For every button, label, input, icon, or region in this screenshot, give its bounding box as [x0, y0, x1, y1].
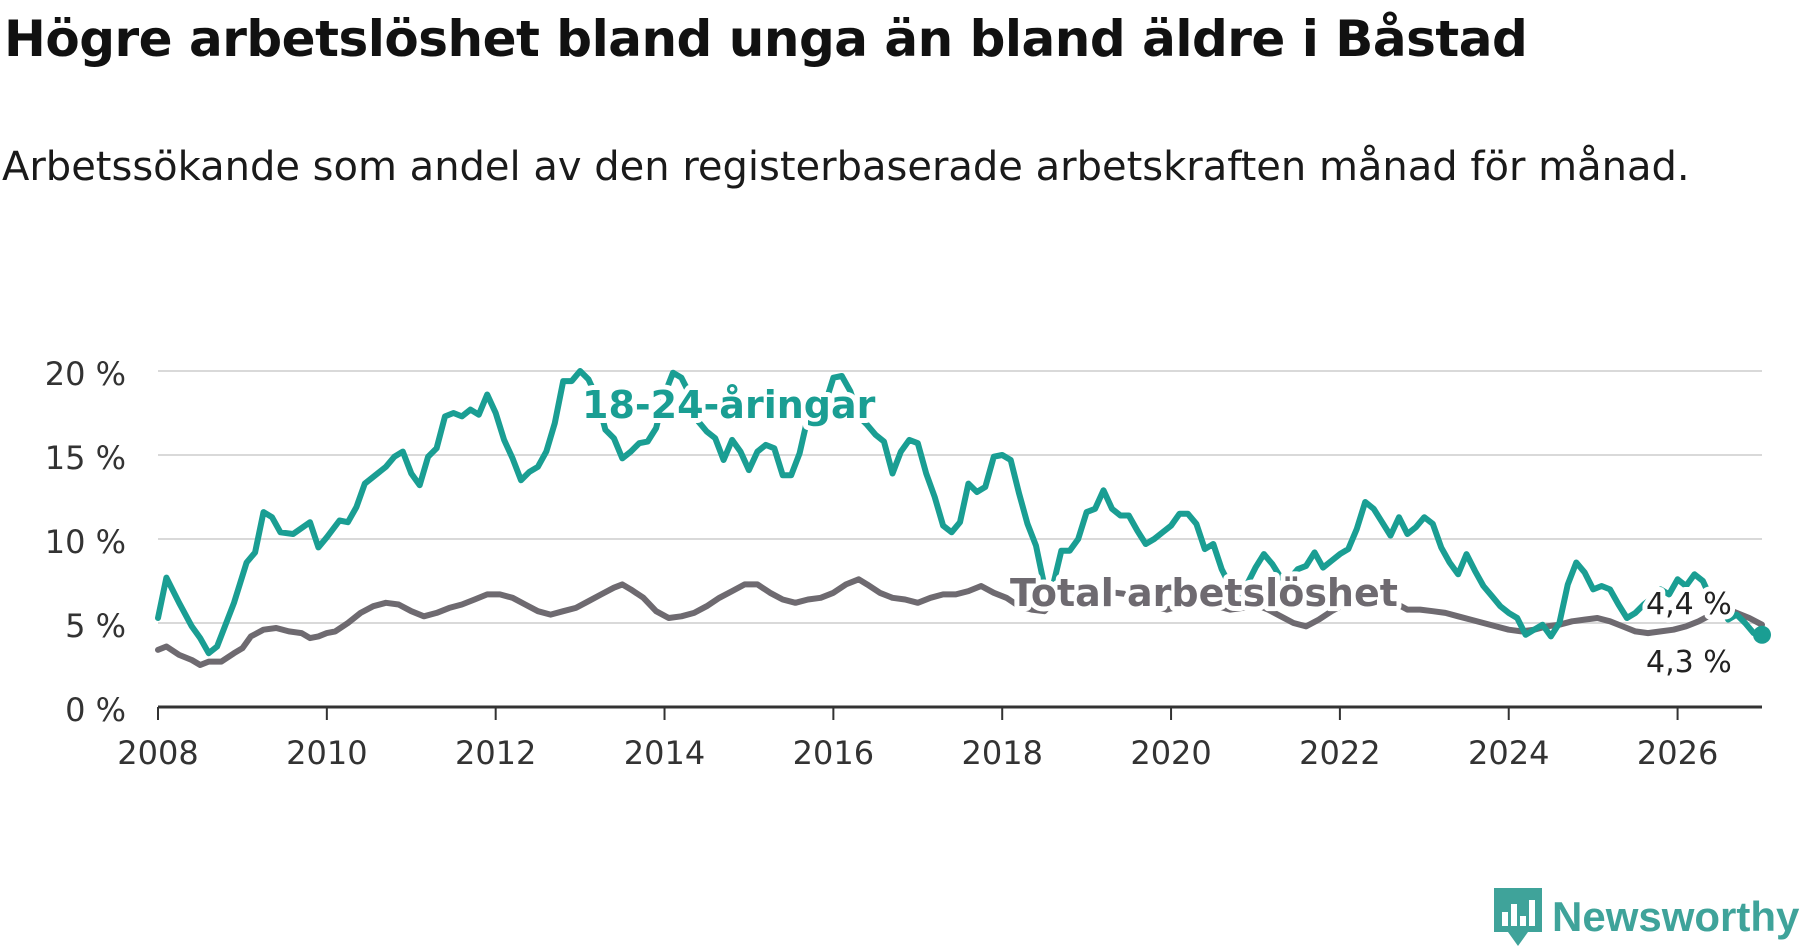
x-tick-label: 2012 [455, 734, 536, 772]
y-tick-label: 20 % [45, 355, 126, 393]
page-title: Högre arbetslöshet bland unga än bland ä… [4, 10, 1528, 68]
y-tick-label: 15 % [45, 439, 126, 477]
x-tick-label: 2026 [1637, 734, 1718, 772]
series-line-youth [155, 368, 1765, 657]
x-axis-ticks: 2008 2010 2012 2014 2016 2018 2020 2022 2024 2026 [117, 705, 1762, 772]
series-endpoint-youth [1753, 625, 1771, 644]
series-label-youth: 18-24-åringar [582, 383, 876, 427]
series-line-total [155, 576, 1765, 668]
x-tick-label: 2020 [1130, 734, 1211, 772]
x-tick-label: 2010 [286, 734, 367, 772]
grid-lines [158, 370, 1762, 624]
x-tick-label: 2014 [624, 734, 705, 772]
newsworthy-brand: Newsworthy [1494, 888, 1799, 946]
y-tick-label: 10 % [45, 523, 126, 561]
page-subtitle: Arbetssökande som andel av den registerb… [2, 144, 1690, 190]
y-axis-ticks: 0 % 5 % 10 % 15 % 20 % [45, 355, 126, 729]
newsworthy-logo-icon [1494, 888, 1542, 946]
x-tick-label: 2024 [1468, 734, 1549, 772]
end-label-youth: 4,3 % [1646, 645, 1732, 680]
x-tick-label: 2018 [961, 734, 1042, 772]
series-label-total: Total arbetslöshet [1010, 571, 1398, 615]
series-labels: 18-24-åringar Total arbetslöshet 4,4 % 4,3 … [577, 378, 1737, 685]
y-tick-label: 5 % [65, 607, 126, 645]
x-tick-label: 2022 [1299, 734, 1380, 772]
brand-name: Newsworthy [1552, 893, 1800, 940]
x-tick-label: 2016 [793, 734, 874, 772]
y-tick-label: 0 % [65, 691, 126, 729]
end-label-total: 4,4 % [1646, 587, 1732, 622]
series-lines [155, 368, 1771, 668]
x-tick-label: 2008 [117, 734, 198, 772]
